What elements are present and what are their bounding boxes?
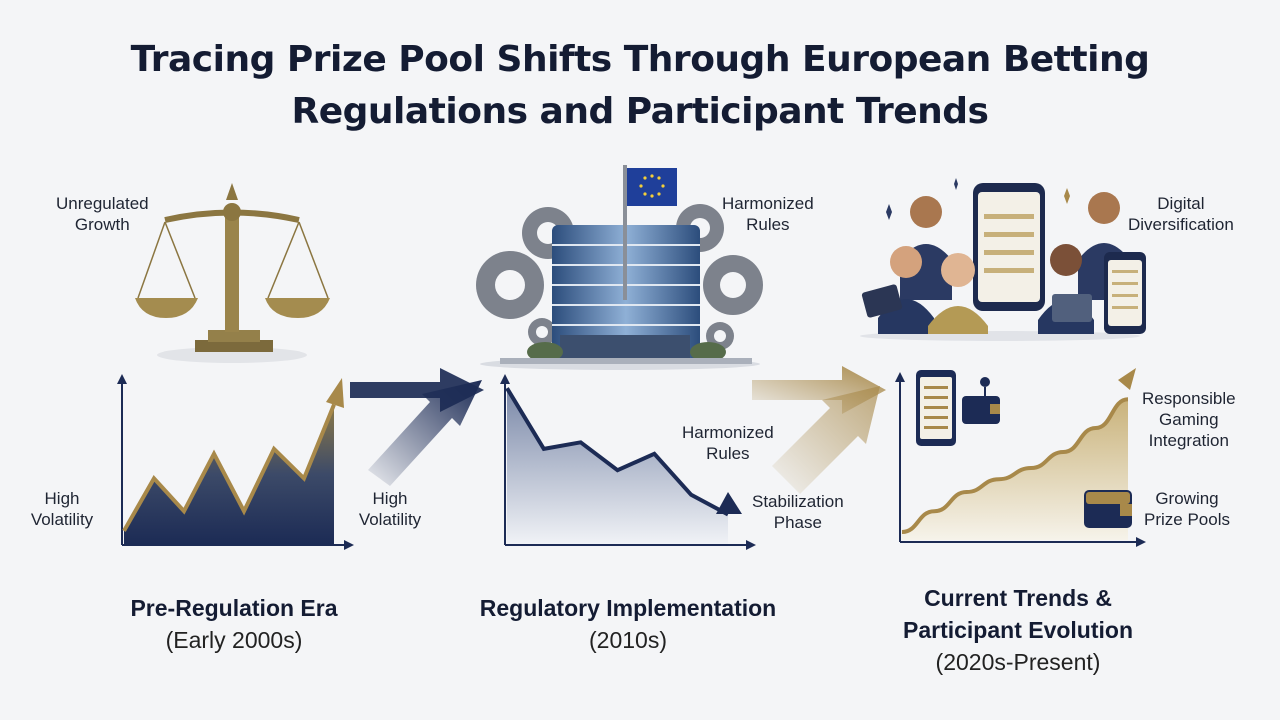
chart-1-arrowhead	[326, 378, 344, 408]
arrow-icon	[350, 368, 484, 486]
chart-3-arrowhead	[1118, 368, 1136, 390]
chart-2-line	[505, 387, 729, 517]
high-volatility-left-label: High Volatility	[30, 489, 94, 529]
chart-3-area	[902, 399, 1128, 540]
era-current-trends: Current Trends & Participant Evolution (…	[868, 582, 1168, 678]
harmonized-rules-top-label: Harmonized Rules	[722, 194, 814, 234]
era-name-line-2: Participant Evolution	[902, 617, 1134, 643]
wallet-icon	[962, 377, 1000, 424]
era-name-line-1: Current Trends &	[924, 585, 1112, 611]
growing-prize-pools-label: Growing Prize Pools	[1144, 489, 1230, 529]
title-line-2: Regulations and Participant Trends	[291, 91, 990, 132]
chart-2-area	[507, 388, 728, 544]
chart-1-line	[122, 403, 336, 532]
chart-1-area	[124, 404, 334, 544]
chart-2-arrowhead	[716, 492, 742, 514]
chart-3-line	[901, 397, 1129, 534]
chart-2	[500, 374, 756, 550]
title-line-1: Tracing Prize Pool Shifts Through Europe…	[130, 39, 1150, 80]
high-volatility-right-label: High Volatility	[358, 489, 422, 529]
chart-1	[117, 374, 354, 550]
unregulated-growth-label: Unregulated Growth	[56, 194, 149, 234]
scales-icon	[135, 183, 330, 363]
era-pre-regulation: Pre-Regulation Era (Early 2000s)	[84, 592, 384, 656]
harmonized-rules-mid-label: Harmonized Rules	[682, 423, 774, 463]
digital-diversification-label: Digital Diversification	[1128, 194, 1234, 234]
era-period: (Early 2000s)	[165, 627, 303, 653]
eu-flag-icon	[623, 165, 677, 300]
people-group-icon	[860, 178, 1146, 341]
era-period: (2020s-Present)	[935, 649, 1101, 675]
arrow-icon-gold	[752, 366, 886, 494]
smartphone-icon	[916, 370, 956, 446]
chart-3	[895, 368, 1146, 547]
responsible-gaming-label: Responsible Gaming Integration	[1142, 389, 1236, 450]
era-name: Pre-Regulation Era	[130, 595, 338, 621]
wallet-icon-growing	[1084, 490, 1132, 528]
era-regulatory-implementation: Regulatory Implementation (2010s)	[448, 592, 808, 656]
stabilization-phase-label: Stabilization Phase	[752, 492, 844, 532]
eu-building-icon	[476, 204, 763, 370]
era-period: (2010s)	[589, 627, 667, 653]
era-name: Regulatory Implementation	[479, 595, 777, 621]
page-title: Tracing Prize Pool Shifts Through Europe…	[0, 34, 1280, 138]
